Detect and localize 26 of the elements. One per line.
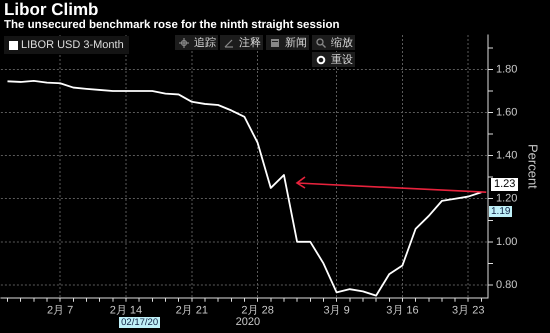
x-tick-label: 3月 9 xyxy=(323,304,350,316)
annotation: 缩放 xyxy=(331,36,353,50)
y-tick-label: 0.80 xyxy=(496,278,518,291)
y-tick-label: 1.40 xyxy=(496,150,518,162)
y-tick-label: 1.00 xyxy=(496,236,518,248)
y-tick-label: 1.80 xyxy=(496,63,518,76)
x-tick-label: 2月 28 xyxy=(241,304,274,316)
annotation: 新闻 xyxy=(285,36,307,50)
x-tick-label: 2月 21 xyxy=(176,304,208,316)
text: 1.19 xyxy=(488,206,512,218)
text: 02/17/20 xyxy=(119,317,160,328)
x-tick-label: 2月 14 xyxy=(110,304,142,316)
chart-title: Libor Climb xyxy=(4,0,98,20)
annotation: 重设 xyxy=(331,53,353,67)
x-tick-label: 3月 23 xyxy=(452,304,484,316)
y-tick-label: 1.60 xyxy=(496,106,518,119)
y-tick-label: 1.20 xyxy=(496,192,518,205)
annotation: 追踪 xyxy=(194,36,216,50)
chart-subtitle: The unsecured benchmark rose for the ninth straight session xyxy=(4,19,340,31)
text: 1.23 xyxy=(490,178,518,192)
x-tick-label: 2月 7 xyxy=(46,304,74,316)
y-axis-title: Percent xyxy=(526,144,541,190)
text: 2020 xyxy=(236,316,260,328)
x-tick-label: 3月 16 xyxy=(386,304,419,316)
annotation: 注释 xyxy=(239,36,261,50)
legend-label: LIBOR USD 3-Month xyxy=(21,39,124,51)
